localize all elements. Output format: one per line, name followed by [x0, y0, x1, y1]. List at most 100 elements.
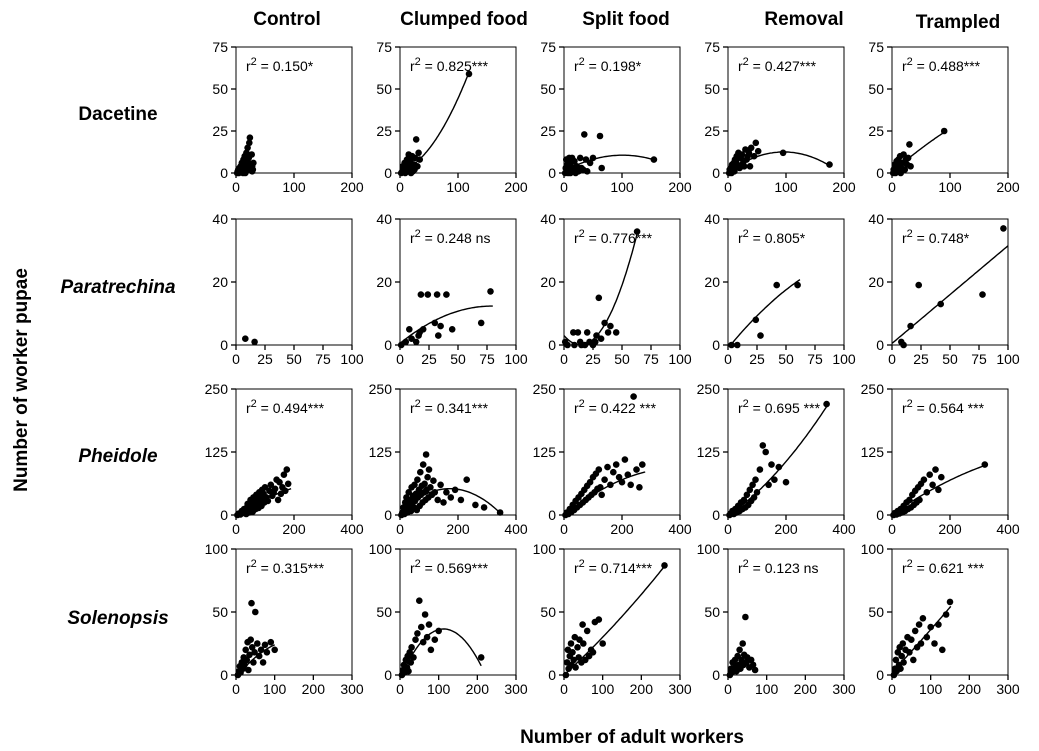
panel-dacetine-trampled-y-tick-label: 0 — [876, 165, 884, 181]
panel-solenopsis-control-data-point — [248, 644, 256, 651]
panel-solenopsis-clumped-food-x-tick-label: 100 — [427, 681, 451, 697]
panel-solenopsis-clumped-food: 0 50 100 0 100 200 300 r2 = 0.569*** — [369, 541, 528, 697]
panel-solenopsis-clumped-food-data-point — [477, 654, 485, 661]
panel-pheidole-split-food-data-point — [607, 481, 614, 489]
panel-pheidole-split-food-data-point — [618, 478, 626, 486]
panel-pheidole-removal-data-point — [753, 489, 761, 496]
panel-dacetine-split-food-data-point — [581, 131, 588, 138]
panel-solenopsis-trampled-data-point — [915, 621, 923, 628]
panel-dacetine-trampled-data-point — [900, 151, 907, 158]
panel-paratrechina-split-food-r2-symbol: r — [574, 230, 579, 246]
panel-solenopsis-control-data-point — [252, 608, 259, 616]
panel-dacetine-clumped-food: 0 25 50 75 0 100 200 r2 = 0.825*** — [376, 39, 527, 195]
panel-solenopsis-split-food-r2-exponent: 2 — [579, 558, 585, 570]
panel-dacetine-clumped-food-y-tick-label: 25 — [376, 123, 392, 139]
panel-dacetine-trampled-data-point — [907, 163, 914, 170]
panel-paratrechina-trampled-y-tick-label: 40 — [868, 211, 884, 227]
panel-solenopsis-trampled-x-tick-label: 300 — [996, 681, 1020, 697]
panel-solenopsis-control-data-point — [250, 659, 257, 666]
panel-solenopsis-split-food-data-point — [595, 616, 603, 623]
panel-pheidole-split-food-data-point — [615, 473, 623, 481]
panel-pheidole-control-data-point — [271, 485, 279, 493]
panel-dacetine-trampled-r2-symbol: r — [902, 58, 907, 74]
panel-dacetine-trampled-y-tick-label: 25 — [868, 123, 884, 139]
panel-solenopsis-trampled-data-point — [911, 627, 919, 635]
panel-pheidole-trampled-data-point — [981, 461, 989, 468]
panel-pheidole-clumped-food-data-point — [431, 489, 439, 496]
panel-solenopsis-trampled-data-point — [923, 633, 931, 641]
panel-pheidole-removal-x-tick-label: 400 — [832, 521, 856, 537]
panel-pheidole-split-food-data-point — [633, 466, 640, 473]
panel-solenopsis-clumped-food-x-tick-label: 200 — [466, 681, 490, 697]
panel-paratrechina-trampled-r2-value: = 0.748* — [913, 230, 970, 246]
panel-paratrechina-trampled-y-tick-label: 20 — [868, 274, 884, 290]
panel-paratrechina-removal-x-tick-label: 50 — [778, 351, 794, 367]
panel-paratrechina-removal-data-point — [773, 281, 780, 289]
panel-pheidole-clumped-food-data-point — [419, 461, 427, 468]
panel-dacetine-control-r2-value: = 0.150* — [257, 58, 314, 74]
panel-solenopsis-removal-x-tick-label: 100 — [755, 681, 779, 697]
panel-solenopsis-removal-data-point — [749, 661, 757, 669]
panel-solenopsis-control-data-point — [259, 659, 267, 666]
panel-paratrechina-removal-data-point — [752, 316, 760, 324]
panel-solenopsis-removal-y-tick-label: 0 — [712, 667, 720, 683]
panel-paratrechina-clumped-food-data-point — [477, 319, 485, 327]
panel-paratrechina-clumped-food-fit-curve — [399, 305, 493, 344]
panel-dacetine-clumped-food-y-tick-label: 50 — [376, 81, 392, 97]
panel-pheidole-removal-data-point — [750, 494, 758, 501]
panel-paratrechina-clumped-food-data-point — [406, 326, 413, 333]
panel-pheidole-trampled-r2-label: r2 = 0.564 *** — [902, 398, 985, 416]
panel-pheidole-removal-r2-symbol: r — [738, 400, 743, 416]
panel-solenopsis-control-data-point — [246, 651, 253, 659]
panel-dacetine-split-food-y-tick-label: 50 — [540, 81, 556, 97]
panel-paratrechina-removal-y-tick-label: 40 — [704, 211, 720, 227]
panel-dacetine-split-food-data-point — [583, 168, 591, 175]
panel-solenopsis-control-data-point — [242, 646, 249, 654]
panel-paratrechina-split-food-r2-label: r2 = 0.776*** — [574, 228, 653, 246]
panel-pheidole-clumped-food-data-point — [411, 481, 418, 489]
panel-paratrechina-control-x-tick-label: 75 — [315, 351, 331, 367]
panel-pheidole-removal-data-point — [749, 481, 756, 489]
panel-paratrechina-removal-r2-value: = 0.805* — [749, 230, 806, 246]
panel-pheidole-split-food-data-point — [604, 463, 611, 471]
panel-dacetine-removal-x-tick-label: 100 — [774, 179, 798, 195]
panel-dacetine-removal-data-point — [740, 163, 748, 170]
panel-pheidole-clumped-food-data-point — [421, 480, 428, 488]
panel-solenopsis-clumped-food-data-point — [431, 636, 439, 643]
panel-dacetine-trampled-data-point — [904, 154, 912, 162]
panel-solenopsis-clumped-food-data-point — [414, 630, 421, 637]
panel-pheidole-removal-data-point — [782, 478, 790, 486]
panel-pheidole-split-food-data-point — [630, 393, 637, 400]
panel-solenopsis-removal-data-point — [738, 656, 745, 664]
panel-solenopsis-trampled-y-tick-label: 100 — [861, 541, 885, 557]
panel-solenopsis-split-food-data-point — [575, 654, 582, 661]
panel-solenopsis-removal-r2-label: r2 = 0.123 ns — [738, 558, 818, 576]
panel-dacetine-clumped-food-x-tick-label: 200 — [504, 179, 528, 195]
panel-dacetine-split-food-data-point — [596, 132, 604, 140]
panel-dacetine-removal-data-point — [747, 144, 755, 152]
panel-pheidole-clumped-food-data-point — [405, 489, 413, 496]
panel-paratrechina-removal-x-tick-label: 100 — [832, 351, 856, 367]
panel-dacetine-split-food-r2-exponent: 2 — [579, 56, 585, 68]
panel-pheidole-trampled-y-tick-label: 125 — [861, 444, 885, 460]
panel-solenopsis-split-food-data-point — [583, 627, 591, 635]
panel-paratrechina-trampled-x-tick-label: 0 — [888, 351, 896, 367]
panel-dacetine-removal-data-point — [750, 152, 758, 160]
panel-pheidole-removal-data-point — [756, 466, 764, 473]
panel-solenopsis-control-y-tick-label: 0 — [220, 667, 228, 683]
panel-dacetine-split-food-r2-symbol: r — [574, 58, 579, 74]
panel-pheidole-split-food-r2-symbol: r — [574, 400, 579, 416]
panel-paratrechina-control-y-tick-label: 40 — [212, 211, 228, 227]
panel-pheidole-clumped-food-data-point — [417, 468, 424, 476]
panel-paratrechina-split-food-x-tick-label: 0 — [560, 351, 568, 367]
panel-solenopsis-clumped-food-y-tick-label: 100 — [369, 541, 393, 557]
panel-dacetine-removal-x-tick-label: 200 — [832, 179, 856, 195]
panel-paratrechina-split-food-y-tick-label: 40 — [540, 211, 556, 227]
panel-solenopsis-removal-r2-value: = 0.123 ns — [749, 560, 819, 576]
panel-solenopsis-split-food-data-point — [599, 640, 606, 647]
panel-solenopsis-clumped-food-r2-value: = 0.569*** — [421, 560, 489, 576]
panel-solenopsis-trampled-x-tick-label: 100 — [919, 681, 943, 697]
panel-solenopsis-trampled-r2-label: r2 = 0.621 *** — [902, 558, 985, 576]
panel-paratrechina-control-data-point — [251, 338, 258, 346]
panel-paratrechina-split-food-x-tick-label: 100 — [668, 351, 692, 367]
